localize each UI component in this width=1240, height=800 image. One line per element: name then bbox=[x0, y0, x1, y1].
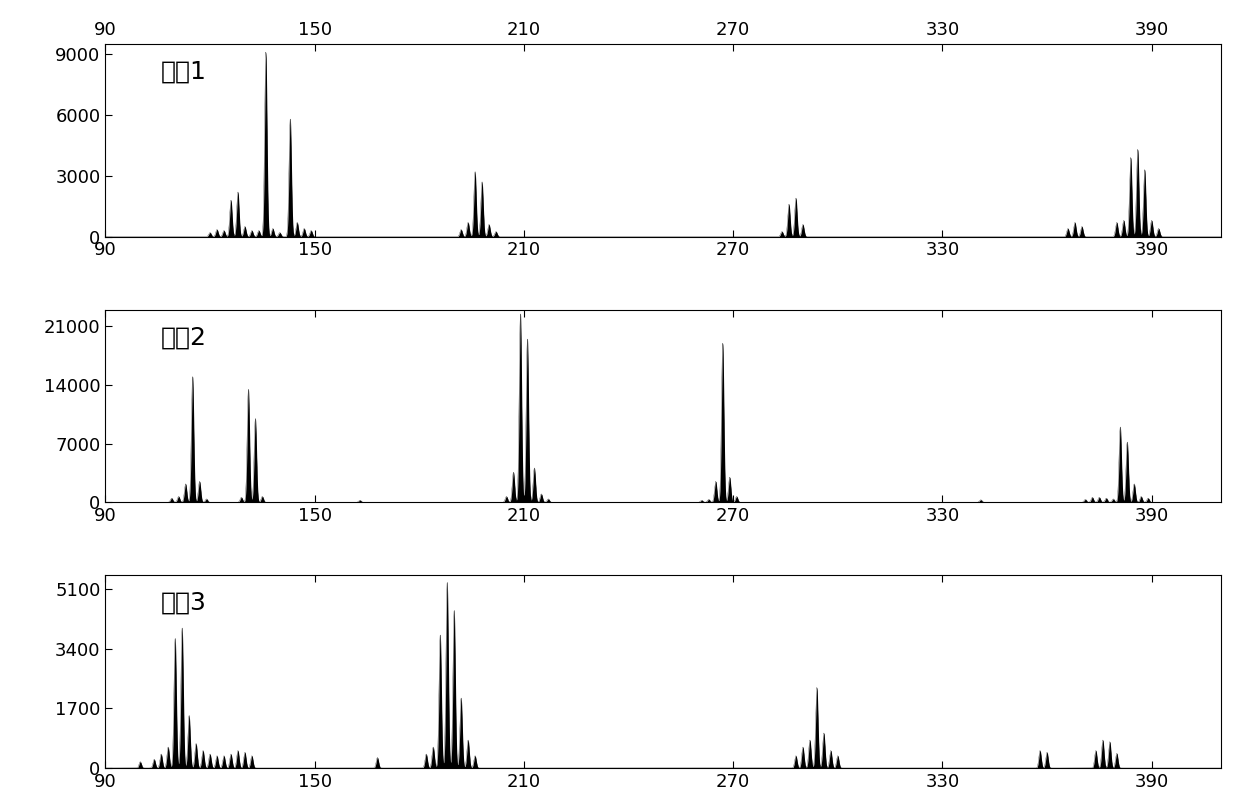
Text: 体系3: 体系3 bbox=[161, 591, 207, 615]
Text: 体系1: 体系1 bbox=[161, 59, 207, 83]
Text: 体系2: 体系2 bbox=[161, 325, 207, 349]
